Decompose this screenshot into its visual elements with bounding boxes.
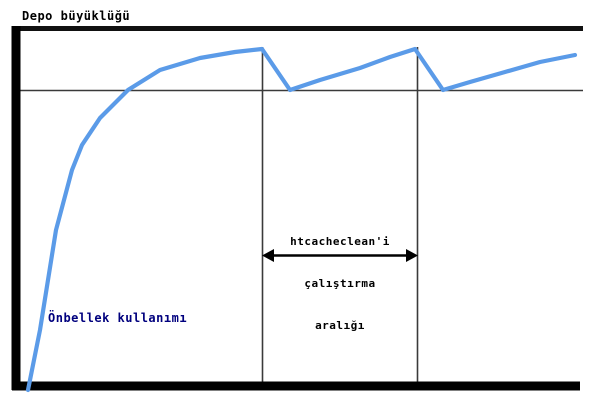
interval-arrow-head-right [406, 249, 418, 262]
interval-annotation: htcacheclean'i çalıştırma aralığı [262, 207, 418, 361]
cache-usage-curve [25, 46, 578, 393]
interval-arrow [262, 249, 418, 262]
page-title: Depo büyüklüğü [22, 9, 131, 23]
cache-usage-label: Önbellek kullanımı [48, 311, 188, 325]
interval-annotation-line-2: çalıştırma [304, 277, 376, 290]
interval-annotation-line-1: htcacheclean'i [290, 235, 390, 248]
interval-annotation-line-3: aralığı [315, 319, 365, 332]
interval-arrow-head-left [262, 249, 274, 262]
